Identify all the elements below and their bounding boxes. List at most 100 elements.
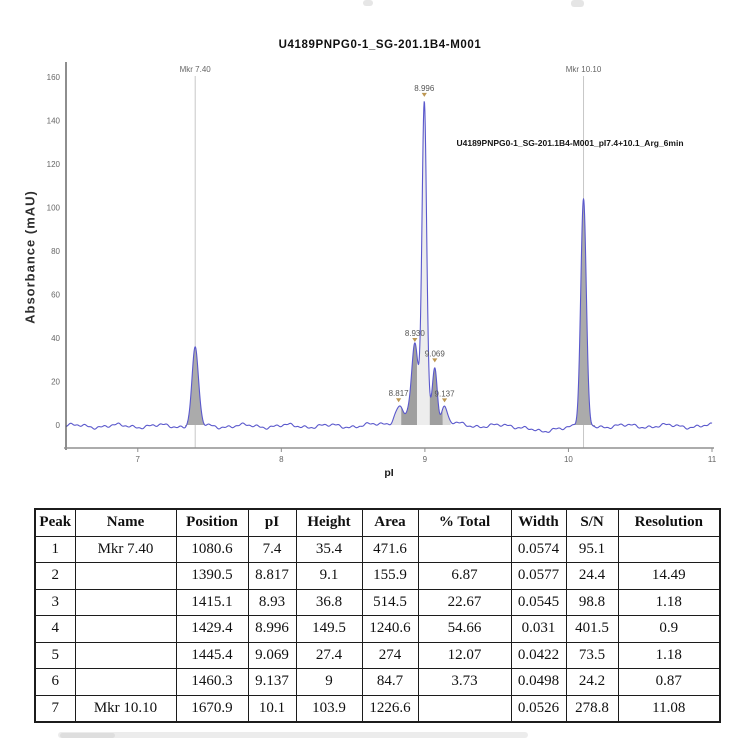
column-header-resolution: Resolution (617, 508, 721, 537)
peak-label: 8.817 (389, 389, 410, 398)
x-axis-title: pI (384, 467, 394, 479)
table-row: 6 1460.3 9.137 9 84.7 3.73 0.0498 24.2 0.87 (34, 668, 721, 696)
column-header-s-n: S/N (565, 508, 619, 537)
table-cell: 73.5 (565, 641, 619, 669)
column-header-height: Height (295, 508, 363, 537)
table-cell: 8.996 (247, 615, 297, 643)
table-cell: 0.0422 (510, 641, 567, 669)
y-tick-label: 60 (51, 291, 60, 300)
table-cell: 2 (34, 562, 76, 590)
table-cell: 0.9 (617, 615, 721, 643)
table-cell: 1460.3 (175, 668, 249, 696)
table-cell: 1415.1 (175, 588, 249, 616)
table-row: 3 1415.1 8.93 36.8 514.5 22.67 0.0545 98.8 1.18 (34, 588, 721, 616)
scan-artifact (58, 732, 528, 738)
peak-labels: 8.817 8.930 8.996 9.069 9.137 (389, 84, 456, 403)
table-cell: 155.9 (361, 562, 419, 590)
peak-marker-icon (396, 398, 402, 403)
table-cell: 5 (34, 641, 76, 669)
table-cell: 35.4 (295, 535, 363, 563)
table-cell: 11.08 (617, 694, 721, 723)
scan-artifact (363, 0, 373, 6)
table-cell: 0.0545 (510, 588, 567, 616)
table-cell: 36.8 (295, 588, 363, 616)
column-header-peak: Peak (34, 508, 76, 537)
peak-fills (185, 101, 595, 428)
chromatogram-plot: Mkr 7.40 Mkr 10.10 7 8 9 10 11 0 20 40 60 80 100 120 1… (47, 62, 717, 464)
table-cell: 0.031 (510, 615, 567, 643)
table-row: 2 1390.5 8.817 9.1 155.9 6.87 0.0577 24.4 14.49 (34, 562, 721, 590)
peak-marker-icon (412, 337, 418, 342)
table-cell (617, 535, 721, 563)
table-cell: 98.8 (565, 588, 619, 616)
scan-artifact (60, 733, 115, 738)
table-cell: 0.0498 (510, 668, 567, 696)
table-cell (417, 694, 512, 723)
column-header-width: Width (510, 508, 567, 537)
table-cell: 6 (34, 668, 76, 696)
marker-label: Mkr 7.40 (180, 65, 212, 74)
table-cell: 278.8 (565, 694, 619, 723)
column-header-pi: pI (247, 508, 297, 537)
column-header-name: Name (74, 508, 177, 537)
chart-title: U4189PNPG0-1_SG-201.1B4-M001 (278, 39, 482, 51)
table-cell: 1 (34, 535, 76, 563)
table-cell: 8.817 (247, 562, 297, 590)
table-cell: 1226.6 (361, 694, 419, 723)
table-cell (74, 668, 177, 696)
scan-artifact (571, 0, 584, 7)
table-cell: 274 (361, 641, 419, 669)
peak-table-header-row: Peak Name Position pI Height Area% Total Width… (34, 508, 721, 537)
table-cell: 1390.5 (175, 562, 249, 590)
table-cell: 95.1 (565, 535, 619, 563)
column-header-area: Area (361, 508, 419, 537)
table-cell: 1429.4 (175, 615, 249, 643)
table-cell: 24.4 (565, 562, 619, 590)
table-cell (417, 535, 512, 563)
table-cell: 8.93 (247, 588, 297, 616)
table-cell: 7.4 (247, 535, 297, 563)
y-tick-label: 20 (51, 378, 60, 387)
peak-label: 9.069 (425, 349, 446, 358)
table-cell: 0.0526 (510, 694, 567, 723)
table-cell: 27.4 (295, 641, 363, 669)
y-tick-label: 120 (47, 160, 61, 169)
table-cell: 0.0574 (510, 535, 567, 563)
peak-marker-icon (441, 398, 448, 403)
table-cell: 84.7 (361, 668, 419, 696)
table-cell (74, 562, 177, 590)
table-cell: 514.5 (361, 588, 419, 616)
table-cell: Mkr 10.10 (74, 694, 177, 723)
y-tick-label: 100 (47, 204, 61, 213)
table-cell: 149.5 (295, 615, 363, 643)
table-cell: 6.87 (417, 562, 512, 590)
table-cell: 1.18 (617, 641, 721, 669)
sample-annotation: U4189PNPG0-1_SG-201.1B4-M001_pI7.4+10.1_… (456, 138, 683, 148)
y-tick-label: 140 (47, 117, 61, 126)
x-tick-label: 9 (423, 455, 428, 464)
y-tick-label: 40 (51, 334, 60, 343)
table-cell: 10.1 (247, 694, 297, 723)
peak-label: 9.137 (435, 389, 456, 398)
table-cell: 9.069 (247, 641, 297, 669)
column-header--total: % Total (417, 508, 512, 537)
peak-table: Peak Name Position pI Height Area% Total Width… (34, 508, 721, 723)
x-tick-label: 11 (708, 455, 717, 464)
table-cell: 103.9 (295, 694, 363, 723)
axes: 7 8 9 10 11 0 20 40 60 80 100 120 140 160 (47, 62, 717, 464)
x-tick-label: 8 (279, 455, 284, 464)
table-cell: 1080.6 (175, 535, 249, 563)
peak-marker-icon (421, 92, 427, 97)
y-tick-label: 80 (51, 247, 60, 256)
y-tick-label: 0 (56, 421, 61, 430)
table-cell: 22.67 (417, 588, 512, 616)
table-cell: 471.6 (361, 535, 419, 563)
table-cell: 1240.6 (361, 615, 419, 643)
table-cell: 9 (295, 668, 363, 696)
table-cell (74, 615, 177, 643)
y-tick-label: 160 (47, 73, 61, 82)
table-cell (74, 641, 177, 669)
table-row: 5 1445.4 9.069 27.4 274 12.07 0.0422 73.5 1.18 (34, 641, 721, 669)
table-cell: 12.07 (417, 641, 512, 669)
